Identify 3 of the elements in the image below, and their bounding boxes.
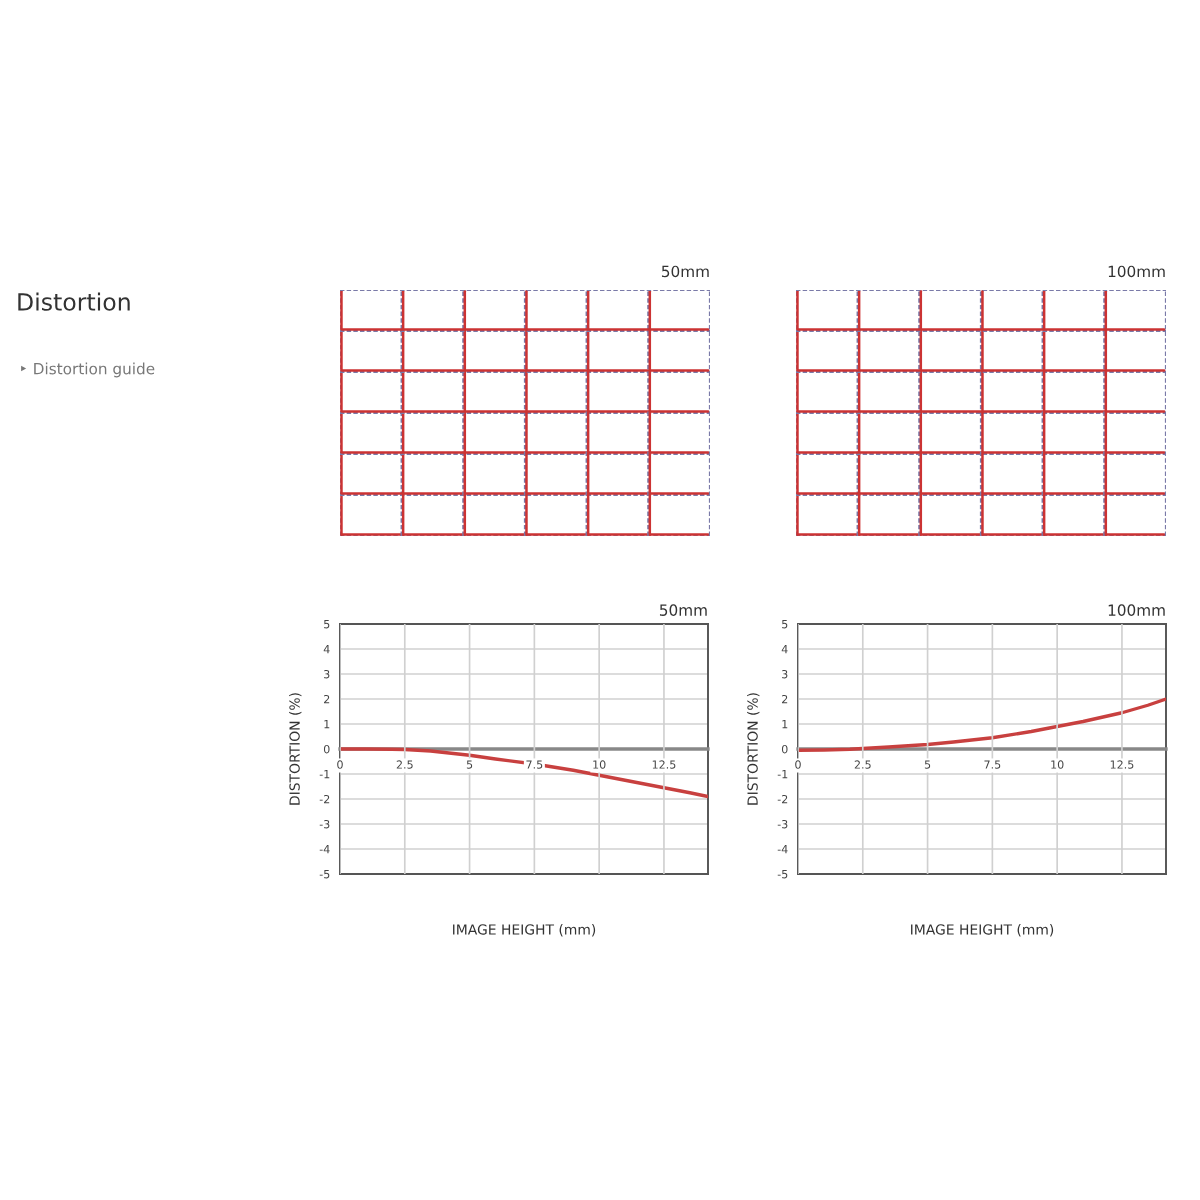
text: Distortion [18,292,130,311]
line-series [340,747,708,799]
line-series [798,697,1166,752]
